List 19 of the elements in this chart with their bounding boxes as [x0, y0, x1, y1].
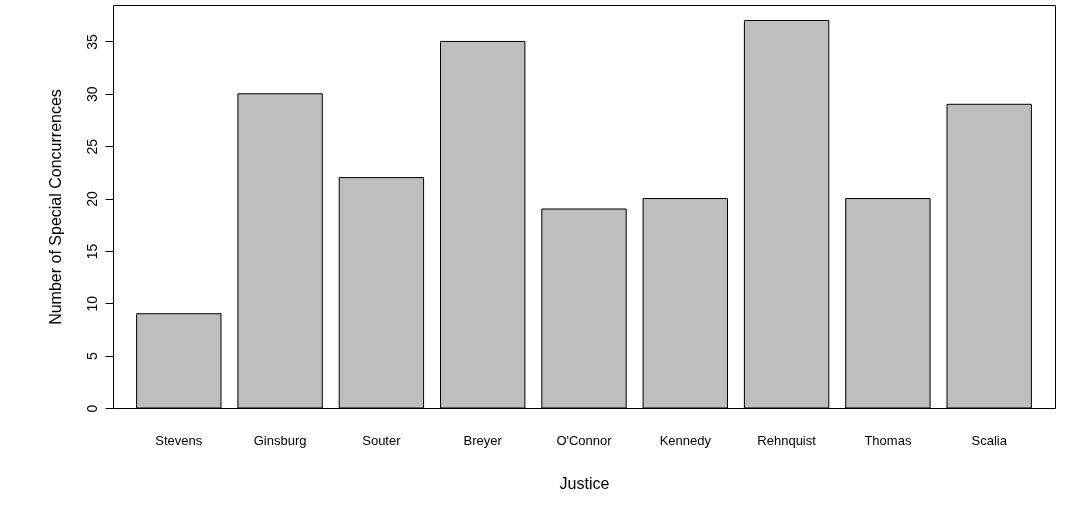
- y-tick-label: 30: [83, 86, 100, 103]
- y-tick-label: 0: [83, 404, 100, 413]
- x-tick-label: Souter: [362, 432, 402, 448]
- x-tick-label: Rehnquist: [757, 432, 817, 448]
- y-tick-label: 15: [83, 243, 100, 260]
- x-tick-label: Stevens: [155, 432, 203, 448]
- x-tick-label: Thomas: [864, 432, 912, 448]
- y-tick-label: 35: [83, 33, 100, 50]
- y-tick-label: 25: [83, 138, 100, 155]
- y-tick-label: 20: [83, 191, 100, 207]
- y-tick-label: 5: [83, 352, 100, 361]
- y-axis-title: Number of Special Concurrences: [46, 89, 64, 325]
- x-tick-label: Breyer: [463, 432, 503, 448]
- x-tick-label: Ginsburg: [253, 432, 307, 448]
- y-tick-label: 10: [83, 295, 100, 312]
- x-tick-label: Scalia: [971, 432, 1008, 448]
- x-axis-title: Justice: [559, 474, 610, 492]
- x-tick-label: O'Connor: [556, 432, 613, 448]
- x-tick-label: Kennedy: [659, 432, 712, 448]
